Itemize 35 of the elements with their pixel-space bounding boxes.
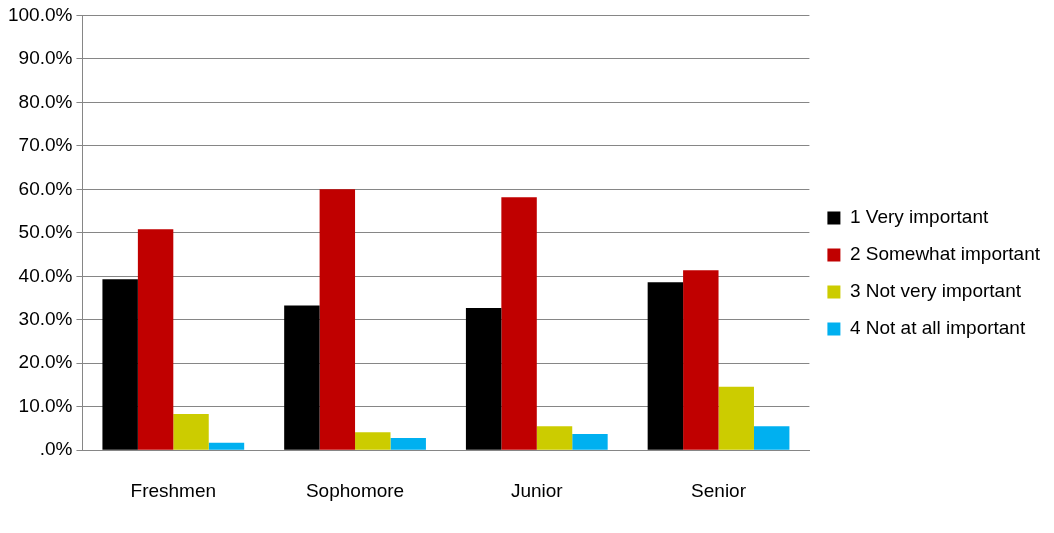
bar — [173, 414, 209, 450]
y-tick-label: 40.0% — [18, 264, 73, 286]
bar — [102, 279, 138, 450]
y-tick-label: 90.0% — [18, 47, 73, 69]
bar — [319, 189, 356, 450]
y-tick-label: 30.0% — [18, 307, 73, 329]
bar — [137, 229, 174, 450]
bar — [572, 434, 608, 450]
bar — [647, 282, 684, 450]
x-tick-label: Senior — [691, 479, 747, 501]
bar — [284, 305, 320, 450]
bar — [501, 197, 537, 450]
bar — [390, 438, 426, 450]
bar — [355, 432, 391, 450]
legend-label: 4 Not at all important — [849, 317, 1026, 339]
bar — [753, 426, 790, 450]
legend-label: 1 Very important — [849, 206, 989, 228]
bar — [465, 308, 502, 450]
legend-label: 2 Somewhat important — [849, 243, 1041, 265]
y-tick-label: 70.0% — [18, 134, 73, 156]
legend-label: 3 Not very important — [849, 280, 1022, 302]
y-tick-label: 10.0% — [18, 394, 73, 416]
bar — [208, 442, 245, 450]
bar — [683, 270, 719, 450]
bar — [536, 426, 573, 450]
x-tick-label: Freshmen — [130, 479, 217, 501]
y-tick-label: 80.0% — [18, 90, 73, 112]
y-tick-label: 100.0% — [7, 3, 73, 25]
y-tick-label: 20.0% — [18, 351, 73, 373]
y-tick-label: 50.0% — [18, 221, 73, 243]
bar — [718, 386, 754, 450]
y-tick-label: 60.0% — [18, 177, 73, 199]
y-tick-label: .0% — [39, 438, 73, 460]
x-tick-label: Junior — [510, 479, 564, 501]
x-tick-label: Sophomore — [305, 479, 405, 501]
